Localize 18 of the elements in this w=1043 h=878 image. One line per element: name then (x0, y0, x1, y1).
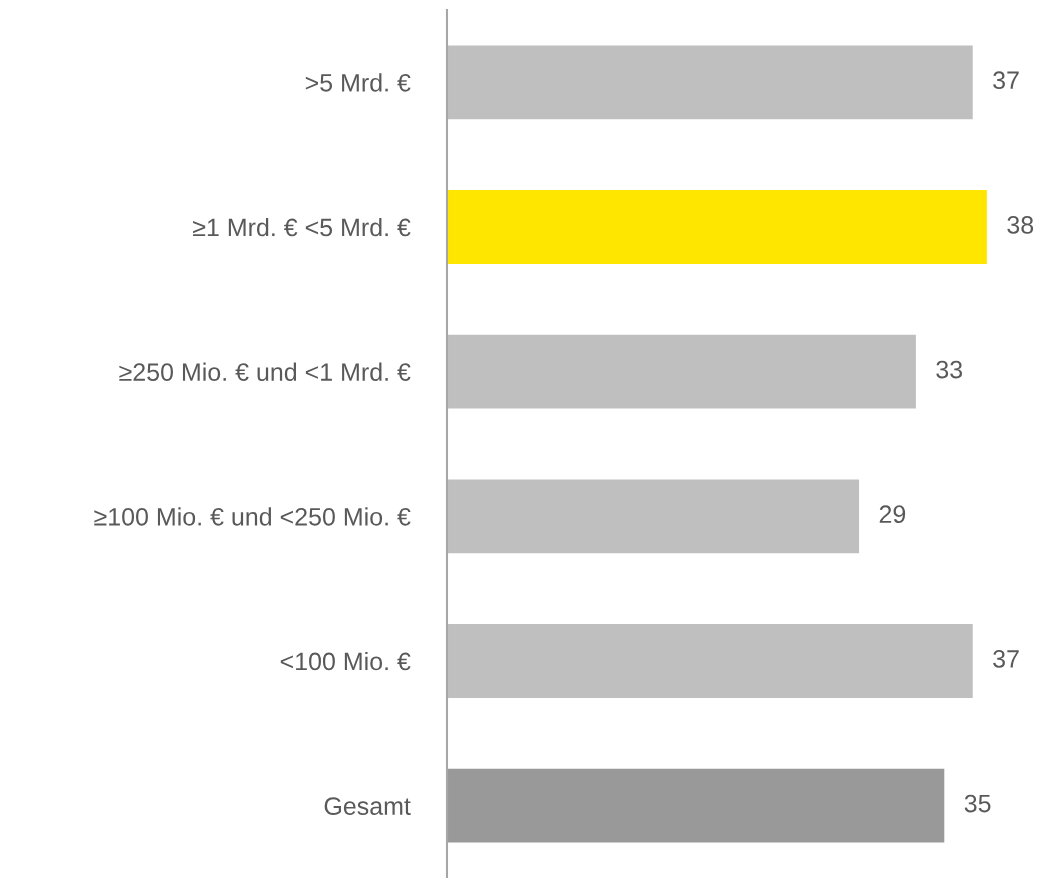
data-label: 29 (879, 505, 906, 524)
y-tick-label: ≥250 Mio. € und <1 Mrd. € (119, 362, 411, 381)
y-tick-label: Gesamt (324, 797, 411, 815)
y-tick-label: <100 Mio. € (280, 651, 411, 671)
y-tick-label: ≥100 Mio. € und <250 Mio. € (94, 507, 411, 526)
data-label: 35 (964, 794, 991, 813)
bar (447, 624, 973, 698)
bar (447, 334, 916, 409)
data-label: 37 (993, 71, 1019, 90)
bar (447, 45, 973, 120)
data-label: 33 (936, 360, 963, 379)
y-tick-label: ≥1 Mrd. € <5 Mrd. € (193, 217, 411, 237)
bar (447, 479, 860, 554)
bar (447, 190, 987, 264)
data-label: 37 (993, 650, 1019, 668)
data-label: 38 (1007, 216, 1034, 234)
y-tick-label: >5 Mrd. € (305, 73, 411, 92)
bar (447, 768, 945, 843)
